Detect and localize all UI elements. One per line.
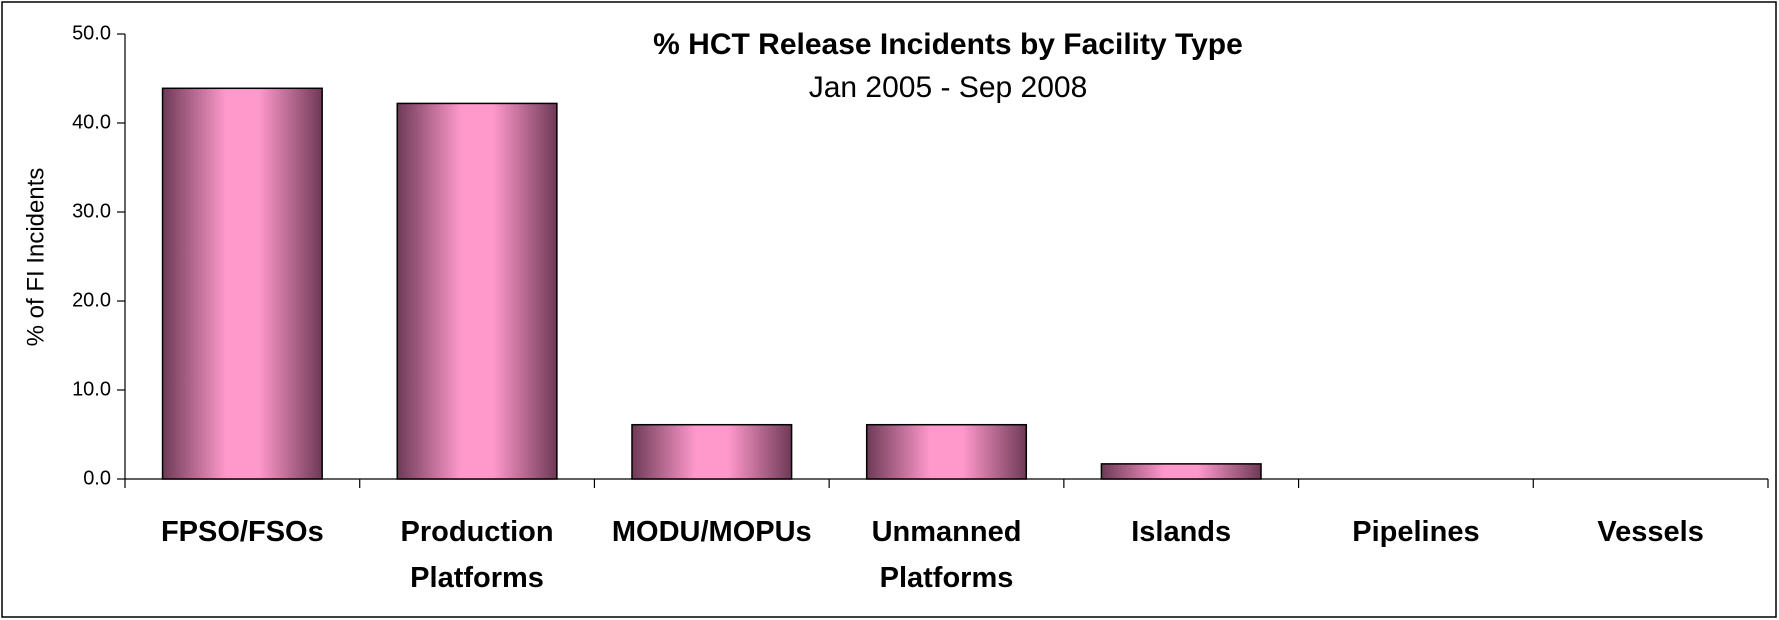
- x-tick-label: Vessels: [1597, 516, 1704, 548]
- y-tick-label: 10.0: [72, 378, 111, 400]
- x-tick-label: Production Platforms: [400, 516, 554, 594]
- bar: [396, 102, 558, 480]
- bar: [865, 423, 1028, 480]
- x-tick-label: Islands: [1131, 516, 1232, 548]
- chart-subtitle: Jan 2005 - Sep 2008: [809, 71, 1088, 104]
- chart-title: % HCT Release Incidents by Facility Type: [653, 28, 1243, 61]
- y-tick-label: 50.0: [72, 22, 111, 44]
- x-tick-label: Pipelines: [1352, 516, 1480, 548]
- y-tick-label: 0.0: [83, 467, 111, 489]
- x-tick-label: MODU/MOPUs: [611, 516, 812, 548]
- y-tick-label: 30.0: [72, 200, 111, 222]
- y-axis-label: % of FI Incidents: [22, 168, 49, 347]
- x-tick-label: Unmanned Platforms: [871, 516, 1022, 594]
- y-tick-label: 40.0: [72, 111, 111, 133]
- bar: [1100, 463, 1262, 480]
- x-tick-label: FPSO/FSOs: [160, 516, 324, 548]
- bar: [631, 423, 793, 480]
- y-tick-label: 20.0: [72, 289, 111, 311]
- bar: [161, 87, 323, 480]
